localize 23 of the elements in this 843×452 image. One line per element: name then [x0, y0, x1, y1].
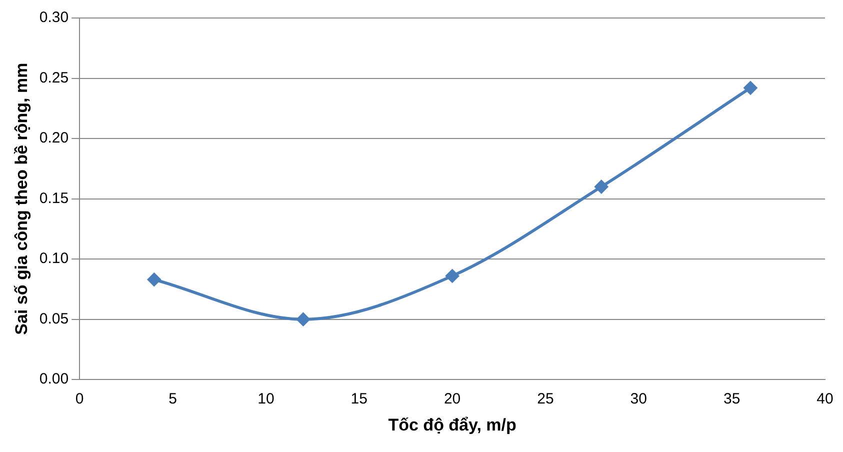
- x-tick-label: 10: [258, 390, 274, 408]
- x-tick-label: 35: [723, 390, 740, 408]
- y-axis-title: Sai số gia công theo bề rộng, mm: [12, 62, 31, 335]
- y-tick-label: 0.25: [39, 69, 69, 86]
- y-tick-label: 0.15: [39, 190, 69, 207]
- x-tick-label: 40: [816, 390, 834, 408]
- y-tick-label: 0.30: [39, 9, 69, 26]
- x-tick-label: 20: [444, 390, 461, 408]
- x-tick-label: 15: [350, 390, 368, 408]
- y-tick-label: 0.00: [39, 370, 69, 388]
- point: [743, 80, 758, 95]
- y-tick-label: 0.10: [39, 250, 69, 268]
- point: [445, 268, 460, 283]
- x-tick-label: 0: [75, 390, 84, 408]
- x-tick-label: 5: [168, 390, 177, 408]
- point: [594, 180, 608, 194]
- point: [296, 312, 310, 326]
- point: [147, 272, 162, 287]
- x-tick-label: 30: [630, 390, 647, 408]
- x-tick-label: 25: [537, 390, 554, 408]
- y-tick-label: 0.20: [39, 130, 69, 147]
- x-axis-title: Tốc độ đẩy, m/p: [388, 415, 516, 434]
- y-tick-label: 0.05: [39, 310, 69, 328]
